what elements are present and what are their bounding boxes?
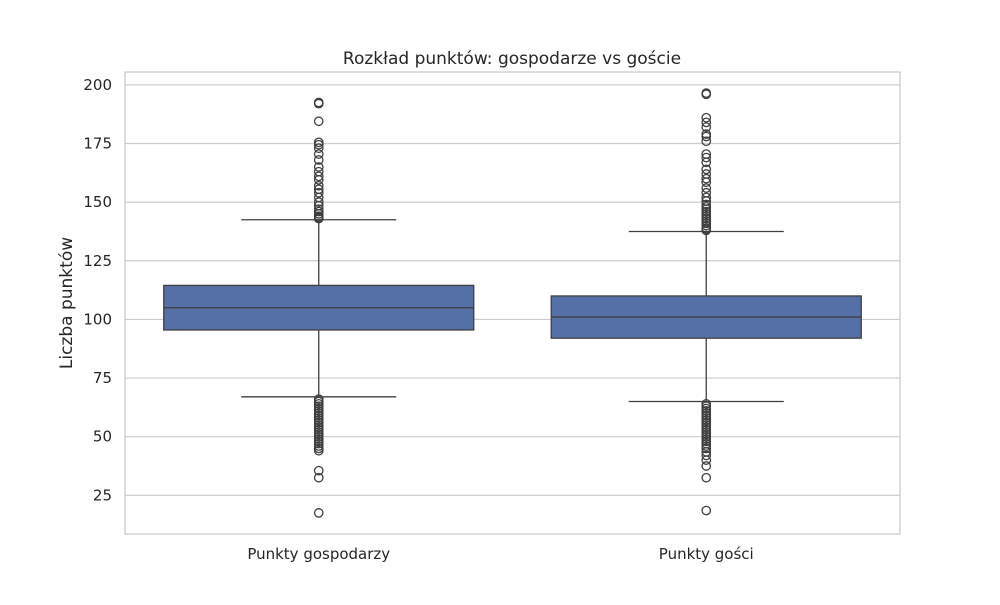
outlier-point [313, 445, 324, 456]
outlier-point [701, 472, 712, 483]
outlier-point [701, 173, 712, 184]
y-tick-label: 175 [83, 135, 112, 153]
outlier-point [701, 131, 712, 142]
y-axis-label: Liczba punktów [57, 237, 77, 369]
outlier-point [313, 155, 324, 165]
outlier-point [701, 157, 712, 168]
outlier-point [701, 192, 712, 203]
outlier-point [313, 213, 324, 224]
outlier-point [313, 171, 324, 182]
box-layer [163, 88, 862, 518]
x-tick-label: Punkty gospodarzy [247, 545, 390, 563]
box-group [163, 97, 475, 518]
outlier-point [701, 164, 712, 175]
box-group [550, 88, 862, 516]
y-tick-label: 100 [83, 310, 112, 328]
outlier-point [701, 450, 712, 461]
outlier-point [701, 461, 712, 471]
y-tick-label: 50 [93, 428, 112, 446]
outlier-point [313, 149, 324, 159]
outlier-point [313, 187, 324, 198]
outlier-point [701, 455, 712, 465]
outlier-point [701, 443, 712, 454]
x-tick-label: Punkty gości [659, 545, 754, 563]
outlier-point [313, 143, 324, 154]
outlier-point [313, 472, 324, 483]
outlier-point [313, 116, 324, 127]
outlier-point [701, 117, 712, 128]
outlier-point [313, 162, 324, 172]
tick-layer: 25 50 75 100 125 150 175 200 Punkty gospodarzy Pu… [83, 76, 753, 563]
plot-frame [124, 71, 901, 535]
outlier-point [313, 508, 324, 518]
outlier-point [701, 225, 712, 236]
outlier-point [313, 175, 324, 185]
chart-title: Rozkład punktów: gospodarze vs goście [343, 49, 681, 69]
y-tick-label: 125 [83, 252, 112, 270]
outlier-point [701, 122, 712, 132]
y-tick-label: 75 [93, 369, 112, 387]
y-tick-label: 25 [93, 486, 112, 504]
outlier-point [701, 89, 712, 100]
outlier-point [313, 465, 324, 476]
outlier-point [313, 197, 324, 208]
outlier-point [313, 180, 324, 191]
y-tick-label: 150 [83, 193, 112, 211]
outlier-point [701, 112, 712, 123]
outlier-point [701, 152, 712, 163]
outlier-point [701, 183, 712, 193]
outlier-point [313, 98, 324, 109]
outlier-point [313, 139, 324, 150]
outlier-point [701, 136, 712, 147]
outlier-point [701, 177, 712, 188]
outlier-point [701, 505, 712, 516]
y-tick-label: 200 [83, 76, 112, 94]
